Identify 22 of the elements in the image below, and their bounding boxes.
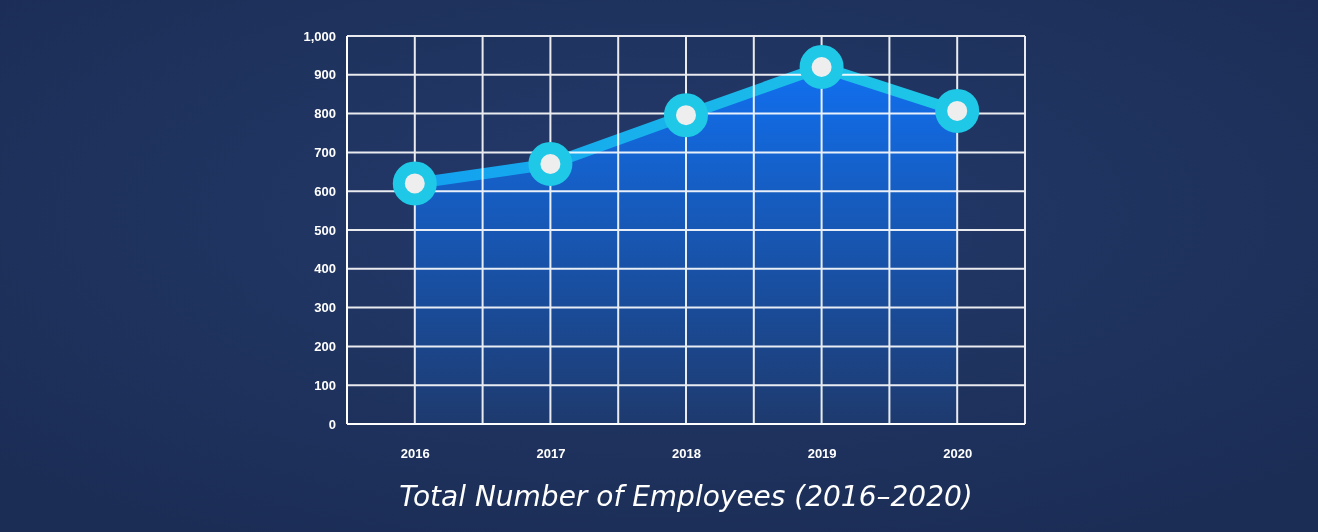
point xyxy=(528,142,573,187)
y-tick-label: 900 xyxy=(314,67,336,83)
x-tick-label: 2020 xyxy=(943,446,973,462)
y-tick-label: 800 xyxy=(314,106,336,122)
x-tick-label: 2019 xyxy=(807,446,837,462)
point xyxy=(392,161,437,206)
point xyxy=(935,88,980,133)
y-tick-label: 700 xyxy=(314,145,336,161)
point xyxy=(799,45,844,90)
y-tick-label: 0 xyxy=(328,416,336,432)
y-tick-label: 200 xyxy=(314,339,336,355)
x-tick-label: 2016 xyxy=(400,446,430,462)
x-tick-label: 2018 xyxy=(672,446,701,462)
x-tick-label: 2017 xyxy=(536,446,566,462)
y-tick-label: 1,000 xyxy=(303,28,336,44)
y-tick-label: 400 xyxy=(314,261,336,277)
point xyxy=(664,93,708,138)
y-tick-label: 600 xyxy=(314,183,336,199)
y-tick-label: 100 xyxy=(314,377,336,393)
y-tick-label: 500 xyxy=(314,222,336,238)
y-tick-label: 300 xyxy=(314,300,336,316)
text: Total Number of Employees (2016–2020) xyxy=(399,480,973,513)
